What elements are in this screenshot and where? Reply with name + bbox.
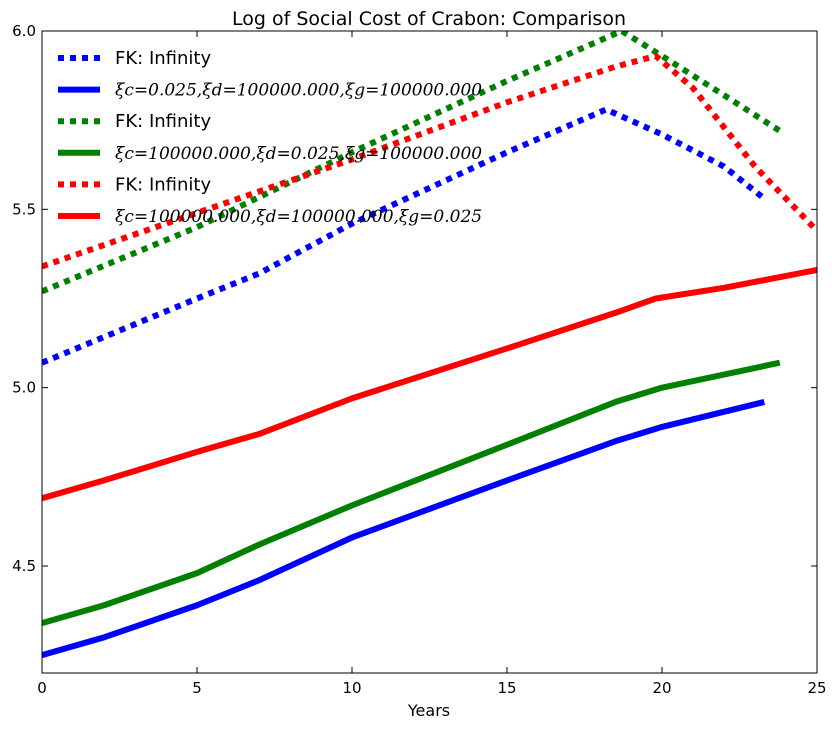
ticks-layer: 0 5 10 15 20 25 4.5 5.0 5.5 6.0 [12,22,826,697]
x-axis-title: Years [407,701,450,720]
x-tick-label: 20 [652,679,671,697]
y-tick-label: 5.0 [12,379,36,397]
chart-title: Log of Social Cost of Crabon: Comparison [232,8,626,30]
y-tick-label: 6.0 [12,22,36,40]
series-line-3-dotted [42,31,782,295]
legend: FK: Infinity ξc=0.025,ξd=100000.000,ξg=10… [58,48,482,227]
x-tick-label: 5 [192,679,202,697]
series-line-2-solid [42,399,766,659]
series-line-6-solid [42,267,817,502]
series-line-5-dotted [42,52,817,270]
series-line-4-solid [42,359,781,626]
legend-label: FK: Infinity [115,174,211,195]
legend-label: FK: Infinity [115,111,211,132]
y-tick-label: 5.5 [12,200,36,218]
x-tick-label: 0 [37,679,47,697]
legend-label: ξc=0.025,ξd=100000.000,ξg=100000.000 [115,81,482,101]
series-layer [42,31,817,659]
x-tick-label: 25 [807,679,826,697]
plot-frame [41,30,818,674]
legend-label: ξc=100000.000,ξd=100000.000,ξg=0.025 [115,207,482,227]
y-tick-label: 4.5 [12,557,36,575]
x-tick-label: 10 [342,679,361,697]
legend-label: FK: Infinity [115,48,211,69]
x-tick-label: 15 [497,679,516,697]
legend-label: ξc=100000.000,ξd=0.025,ξg=100000.000 [115,144,482,164]
